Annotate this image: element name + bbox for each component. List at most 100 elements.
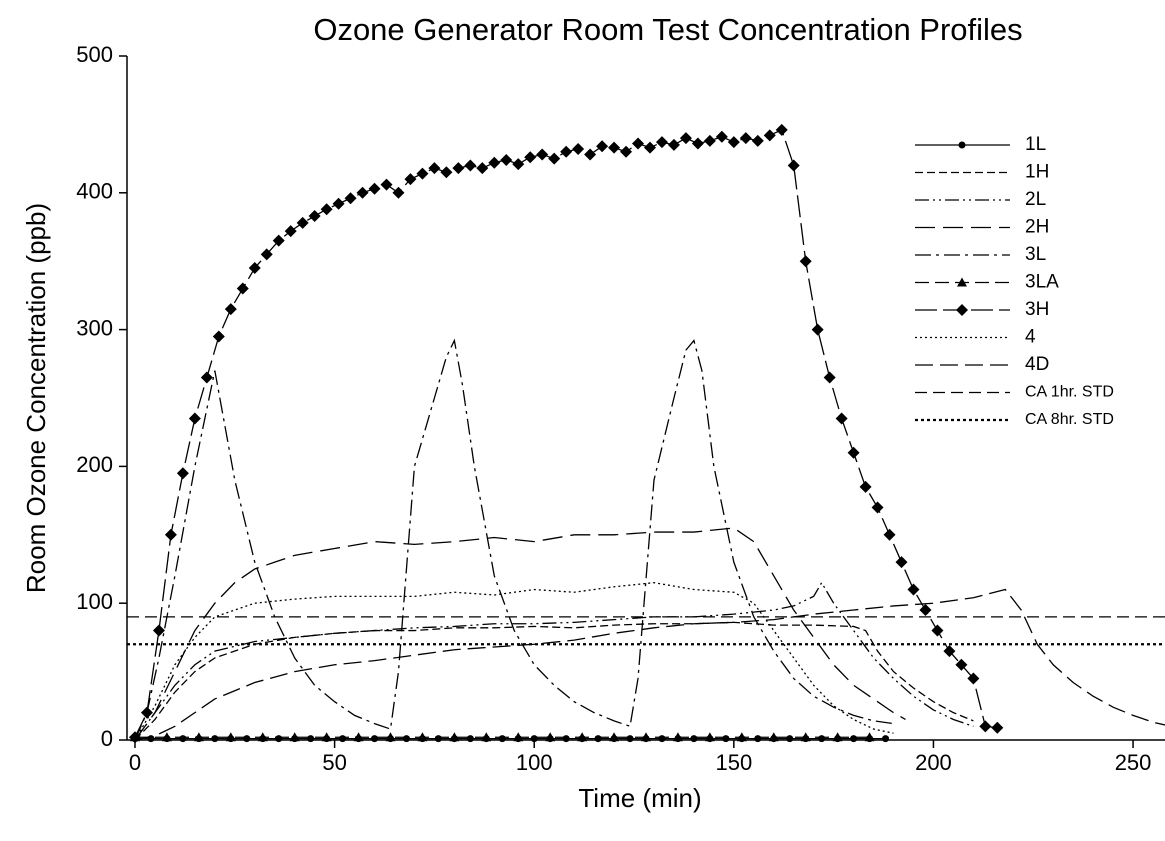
marker <box>957 277 967 287</box>
marker <box>787 159 800 172</box>
x-tick-label: 200 <box>915 750 952 775</box>
marker <box>548 152 561 165</box>
marker <box>643 141 656 154</box>
marker <box>667 138 680 151</box>
legend-label: CA 1hr. STD <box>1025 384 1114 401</box>
series-line <box>134 581 974 741</box>
marker <box>658 735 666 743</box>
marker <box>392 186 405 199</box>
chart-title: Ozone Generator Room Test Concentration … <box>313 12 1022 47</box>
marker <box>655 136 668 149</box>
marker <box>289 732 300 742</box>
marker <box>871 501 884 514</box>
legend-label: 4 <box>1025 327 1036 348</box>
y-tick-label: 200 <box>76 452 113 477</box>
marker <box>140 706 153 719</box>
x-axis-label: Time (min) <box>578 783 701 813</box>
marker <box>353 732 364 742</box>
marker <box>584 148 597 161</box>
marker <box>466 735 474 743</box>
y-tick-label: 0 <box>101 726 113 751</box>
marker <box>739 132 752 145</box>
marker <box>882 735 890 743</box>
marker <box>320 203 333 216</box>
marker <box>488 156 501 169</box>
marker <box>679 132 692 145</box>
marker <box>632 137 645 150</box>
series-line <box>134 582 894 741</box>
marker <box>919 604 932 617</box>
marker <box>188 412 201 425</box>
y-tick-label: 400 <box>76 179 113 204</box>
marker <box>979 720 992 733</box>
legend-label: CA 8hr. STD <box>1025 411 1114 428</box>
series-line <box>134 527 906 741</box>
legend-label: 4D <box>1025 354 1049 375</box>
marker <box>895 556 908 569</box>
marker <box>212 330 225 343</box>
marker <box>434 735 442 743</box>
marker <box>626 735 634 743</box>
marker <box>498 735 506 743</box>
marker <box>818 735 826 743</box>
series-line <box>134 128 998 738</box>
series-line <box>134 588 1165 741</box>
marker <box>560 145 573 158</box>
marker <box>763 129 776 142</box>
marker <box>572 143 585 156</box>
marker <box>368 182 381 195</box>
legend-label: 1L <box>1025 134 1046 155</box>
marker <box>691 137 704 150</box>
y-tick-label: 100 <box>76 589 113 614</box>
marker <box>883 528 896 541</box>
marker <box>416 167 429 180</box>
marker <box>236 282 249 295</box>
marker <box>672 732 683 742</box>
marker <box>449 732 460 742</box>
marker <box>164 528 177 541</box>
marker <box>380 178 393 191</box>
marker <box>609 732 620 742</box>
marker <box>161 732 172 742</box>
marker <box>224 303 237 316</box>
marker <box>332 197 345 210</box>
marker <box>152 624 165 637</box>
marker <box>272 234 285 247</box>
marker <box>339 735 347 743</box>
marker <box>385 732 396 742</box>
marker <box>786 735 794 743</box>
marker <box>562 735 570 743</box>
x-tick-label: 250 <box>1115 750 1152 775</box>
marker <box>832 732 843 742</box>
marker <box>608 141 621 154</box>
marker <box>211 735 219 743</box>
marker <box>859 480 872 493</box>
marker <box>722 735 730 743</box>
legend-label: 3H <box>1025 299 1049 320</box>
marker <box>577 732 588 742</box>
x-tick-label: 100 <box>516 750 553 775</box>
marker <box>847 446 860 459</box>
marker <box>417 732 428 742</box>
marker <box>524 151 537 164</box>
marker <box>344 192 357 205</box>
marker <box>955 658 968 671</box>
marker <box>536 148 549 161</box>
marker <box>800 732 811 742</box>
marker <box>193 732 204 742</box>
marker <box>690 735 698 743</box>
marker <box>967 672 980 685</box>
marker <box>356 186 369 199</box>
marker <box>545 732 556 742</box>
marker <box>248 262 261 275</box>
legend: 1L 1H 2L 2H 3L 3LA 3H 4 4D CA 1hr. STD CA 8hr. STD <box>915 134 1114 428</box>
marker <box>476 162 489 175</box>
y-axis-label: Room Ozone Concentration (ppb) <box>21 203 51 593</box>
marker <box>727 136 740 149</box>
marker <box>596 140 609 153</box>
marker <box>296 216 309 229</box>
marker <box>775 123 788 136</box>
marker <box>257 732 268 742</box>
marker <box>943 645 956 658</box>
series-line <box>134 621 974 741</box>
